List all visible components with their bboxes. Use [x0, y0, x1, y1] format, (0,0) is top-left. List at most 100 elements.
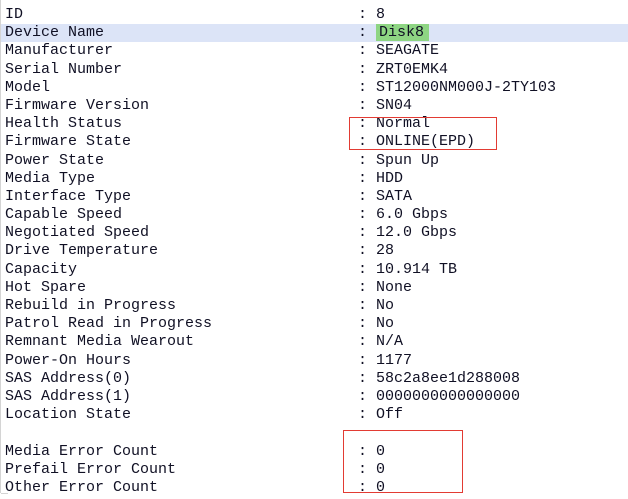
colon-separator: :	[358, 369, 377, 387]
colon-separator: :	[358, 42, 377, 60]
colon-separator: :	[358, 133, 377, 151]
field-value: 12.0 Gbps	[376, 224, 458, 242]
info-row-media-type: Media Type: HDD	[1, 170, 628, 188]
field-value: 10.914 TB	[376, 260, 458, 278]
field-value: Spun Up	[376, 151, 440, 169]
field-label: Device Name	[5, 24, 105, 42]
field-value: SATA	[376, 187, 413, 205]
field-label: Negotiated Speed	[5, 224, 150, 242]
info-row-sas-address-0: SAS Address(0): 58c2a8ee1d288008	[1, 370, 628, 388]
field-label: SAS Address(1)	[5, 387, 132, 405]
field-value: ST12000NM000J-2TY103	[376, 78, 557, 96]
field-value: 0000000000000000	[376, 387, 521, 405]
info-row-firmware-version: Firmware Version: SN04	[1, 97, 628, 115]
info-row-negotiated-speed: Negotiated Speed: 12.0 Gbps	[1, 224, 628, 242]
field-label: Interface Type	[5, 187, 132, 205]
field-value: Normal	[376, 115, 431, 133]
info-row-hot-spare: Hot Spare: None	[1, 279, 628, 297]
info-row-remnant-media-wearout: Remnant Media Wearout: N/A	[1, 333, 628, 351]
field-value: 58c2a8ee1d288008	[376, 369, 521, 387]
info-row-media-error-count: Media Error Count: 0	[1, 443, 628, 461]
field-label: SAS Address(0)	[5, 369, 132, 387]
field-value: ZRT0EMK4	[376, 60, 449, 78]
field-value: No	[376, 297, 395, 314]
field-label: Media Error Count	[5, 442, 159, 460]
colon-separator: :	[358, 169, 377, 187]
field-label: Remnant Media Wearout	[5, 333, 195, 351]
info-row-model: Model: ST12000NM000J-2TY103	[1, 79, 628, 97]
colon-separator: :	[358, 224, 377, 242]
info-row-interface-type: Interface Type: SATA	[1, 188, 628, 206]
field-label: Power-On Hours	[5, 351, 132, 369]
colon-separator: :	[358, 6, 377, 23]
info-row-health-status: Health Status: Normal	[1, 115, 628, 133]
field-label: Power State	[5, 151, 105, 169]
field-label: ID	[5, 6, 24, 23]
colon-separator: :	[358, 96, 377, 114]
field-label: Media Type	[5, 169, 96, 187]
info-row-prefail-error-count: Prefail Error Count: 0	[1, 461, 628, 479]
field-value-highlighted: Disk8	[376, 24, 430, 42]
info-row-capable-speed: Capable Speed: 6.0 Gbps	[1, 206, 628, 224]
info-row-power-on-hours: Power-On Hours: 1177	[1, 352, 628, 370]
colon-separator: :	[358, 187, 377, 205]
field-value: 0	[376, 442, 386, 460]
colon-separator: :	[358, 387, 377, 405]
field-value: 0	[376, 460, 386, 478]
field-value: ONLINE(EPD)	[376, 133, 476, 151]
colon-separator: :	[358, 78, 377, 96]
colon-separator: :	[358, 60, 377, 78]
colon-separator: :	[358, 297, 377, 314]
field-value: SEAGATE	[376, 42, 440, 60]
colon-separator: :	[358, 206, 377, 224]
info-row-firmware-state: Firmware State: ONLINE(EPD)	[1, 133, 628, 151]
field-label: Manufacturer	[5, 42, 114, 60]
field-label: Hot Spare	[5, 278, 87, 296]
field-label: Capacity	[5, 260, 78, 278]
field-value: No	[376, 315, 395, 333]
info-row-sas-address-1: SAS Address(1): 0000000000000000	[1, 388, 628, 406]
field-label: Health Status	[5, 115, 123, 133]
field-label: Firmware State	[5, 133, 132, 151]
colon-separator: :	[358, 478, 377, 496]
info-row-manufacturer: Manufacturer: SEAGATE	[1, 42, 628, 60]
field-label: Capable Speed	[5, 206, 123, 224]
colon-separator: :	[358, 315, 377, 333]
colon-separator: :	[358, 151, 377, 169]
field-value: None	[376, 278, 413, 296]
field-value: 8	[376, 6, 386, 23]
field-label: Model	[5, 78, 51, 96]
info-row-rebuild-in-progress: Rebuild in Progress: No	[1, 297, 628, 315]
field-label: Other Error Count	[5, 478, 159, 496]
field-label: Patrol Read in Progress	[5, 315, 213, 333]
info-row-device-name[interactable]: Device Name: Disk8	[1, 24, 628, 43]
field-value: HDD	[376, 169, 404, 187]
colon-separator: :	[358, 115, 377, 133]
field-value: 0	[376, 478, 386, 496]
colon-separator: :	[358, 442, 377, 460]
info-row-drive-temperature: Drive Temperature: 28	[1, 242, 628, 260]
info-row-other-error-count: Other Error Count: 0	[1, 479, 628, 497]
blank-line	[1, 424, 628, 442]
info-row-power-state: Power State: Spun Up	[1, 152, 628, 170]
field-label: Location State	[5, 406, 132, 424]
info-row-id: ID: 8	[1, 6, 628, 24]
field-value: N/A	[376, 333, 404, 351]
colon-separator: :	[358, 24, 377, 42]
colon-separator: :	[358, 242, 377, 260]
info-row-serial-number: Serial Number: ZRT0EMK4	[1, 61, 628, 79]
field-label: Firmware Version	[5, 96, 150, 114]
field-value: 28	[376, 242, 395, 260]
field-value: 6.0 Gbps	[376, 206, 449, 224]
colon-separator: :	[358, 260, 377, 278]
field-value: SN04	[376, 96, 413, 114]
colon-separator: :	[358, 333, 377, 351]
colon-separator: :	[358, 406, 377, 424]
colon-separator: :	[358, 351, 377, 369]
info-row-capacity: Capacity: 10.914 TB	[1, 261, 628, 279]
field-label: Drive Temperature	[5, 242, 159, 260]
field-label: Rebuild in Progress	[5, 297, 177, 314]
field-value: 1177	[376, 351, 413, 369]
